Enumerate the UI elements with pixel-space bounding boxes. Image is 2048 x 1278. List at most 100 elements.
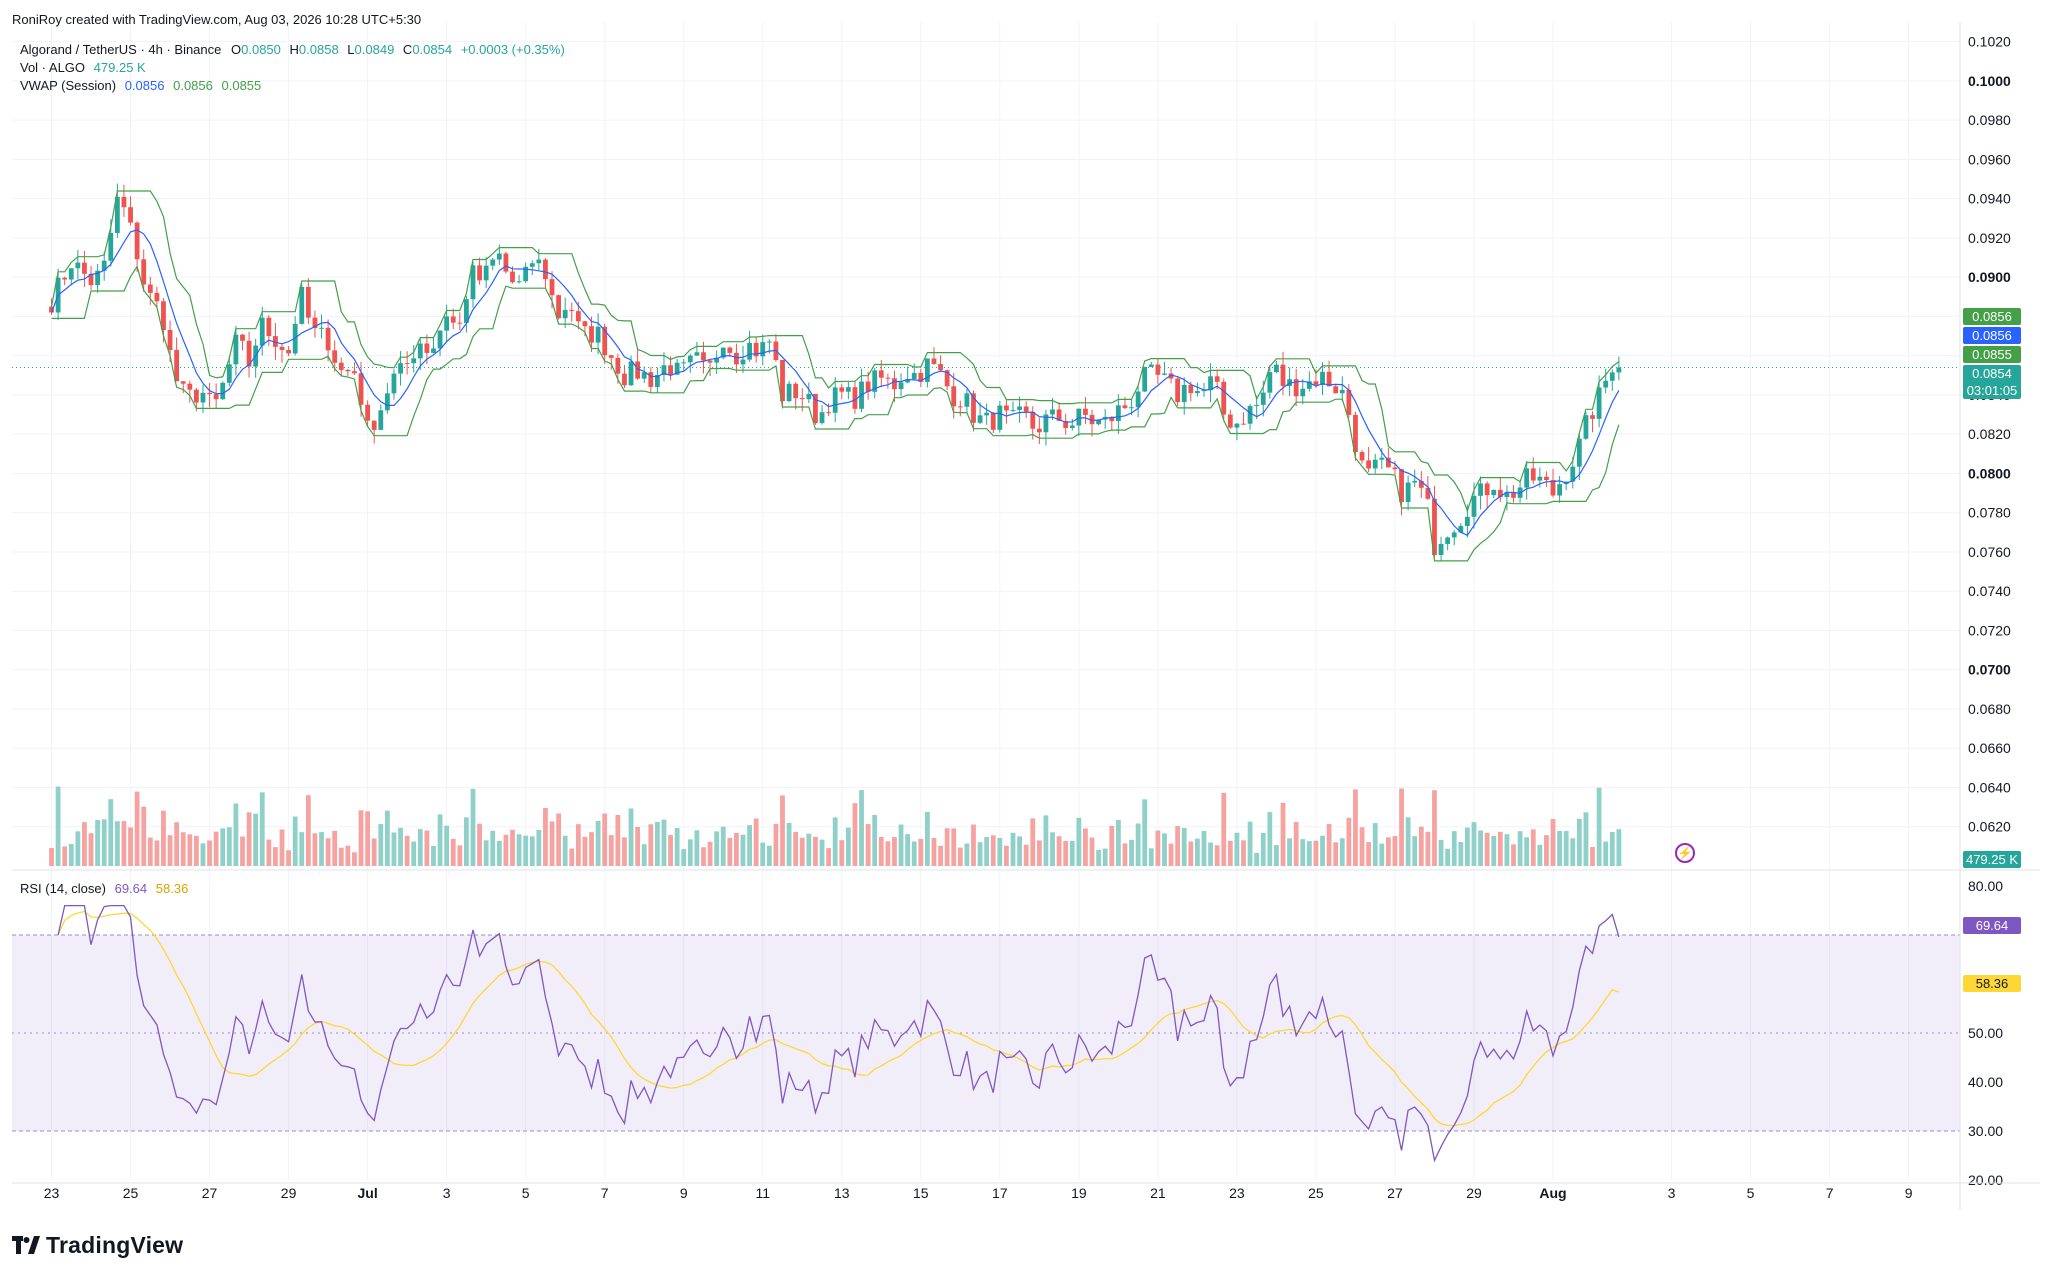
time-tick-label: 7 — [601, 1185, 609, 1201]
candle-body — [826, 412, 832, 414]
vwap-overlays — [12, 190, 1960, 562]
tradingview-logo[interactable]: TradingView — [12, 1230, 183, 1260]
candle-body — [1465, 516, 1470, 526]
volume-bar — [1517, 831, 1523, 866]
candle-body — [780, 359, 785, 402]
volume-bar — [1050, 832, 1055, 866]
candle-body — [1616, 367, 1622, 373]
volume-bar — [918, 838, 924, 866]
volume-bar — [1550, 819, 1556, 866]
volume-bar — [358, 810, 364, 866]
candle-body — [325, 327, 331, 351]
price-tick-label: 0.0680 — [1968, 701, 2011, 717]
volume-bar — [628, 808, 634, 866]
volume-bar — [1576, 818, 1582, 866]
volume-bar — [470, 788, 476, 866]
time-axis[interactable]: 23 25 27 29 Jul 3 5 7 9 11 13 15 17 19 21 23 25 27 29 Aug 3 5… — [44, 1185, 1913, 1201]
candle-body — [1089, 414, 1095, 425]
volume-bar — [1030, 818, 1036, 866]
vwap-upper-value: 0.0856 — [173, 78, 213, 93]
volume-bar — [1333, 842, 1339, 866]
volume-bar — [1221, 792, 1227, 866]
volume-bar — [878, 836, 884, 866]
candle-body — [1372, 459, 1378, 469]
volume-bar — [1247, 821, 1253, 866]
price-tick-label: 0.0800 — [1968, 465, 2011, 481]
candle-body — [799, 398, 805, 400]
candle-body — [49, 306, 54, 313]
bar-countdown: 03:01:05 — [1966, 383, 2018, 398]
rsi-tick-label: 20.00 — [1968, 1172, 2003, 1188]
candle-body — [200, 392, 206, 403]
price-tick-label: 0.0660 — [1968, 740, 2011, 756]
candle-body — [411, 358, 417, 364]
volume-bar — [957, 847, 963, 866]
volume-bar — [1260, 832, 1266, 866]
volume-bar — [1366, 842, 1372, 866]
volume-legend[interactable]: Vol · ALGO 479.25 K — [20, 60, 146, 75]
candle-body — [569, 309, 575, 312]
candle-body — [1267, 372, 1273, 393]
volume-bar — [951, 828, 957, 866]
candle-body — [1017, 406, 1022, 410]
volume-bar — [595, 820, 601, 866]
candle-body — [1333, 386, 1339, 394]
grid — [12, 22, 1960, 1180]
candle-body — [1339, 389, 1345, 394]
volume-bar — [793, 831, 799, 866]
lightning-icon[interactable]: ⚡ — [1675, 843, 1695, 863]
volume-bar — [503, 834, 509, 866]
volume-bar — [1432, 790, 1437, 866]
volume-bar — [431, 845, 436, 866]
rsi-title: RSI (14, close) — [20, 881, 106, 896]
candle-body — [1030, 411, 1036, 429]
volume-bar — [266, 839, 272, 866]
candle-body — [1148, 364, 1154, 367]
volume-bar — [424, 830, 430, 866]
volume-bar — [1359, 827, 1365, 866]
rsi-tick-label: 30.00 — [1968, 1123, 2003, 1139]
symbol-legend[interactable]: Algorand / TetherUS · 4h · Binance O0.08… — [20, 42, 565, 57]
vwap-legend[interactable]: VWAP (Session) 0.0856 0.0856 0.0855 — [20, 78, 261, 93]
time-tick-label: 7 — [1826, 1185, 1834, 1201]
candle-body — [1254, 404, 1260, 406]
candle-body — [286, 349, 291, 354]
candle-body — [1234, 423, 1240, 428]
volume-bar — [477, 823, 482, 866]
volume-bar — [1458, 841, 1464, 866]
volume-bar — [213, 831, 219, 866]
candle-body — [1115, 405, 1121, 422]
volume-bar — [180, 832, 186, 866]
time-tick-label: 21 — [1150, 1185, 1166, 1201]
time-tick-label: 29 — [281, 1185, 297, 1201]
volume-bar — [273, 847, 278, 866]
candle-body — [1293, 379, 1299, 397]
rsi-legend[interactable]: RSI (14, close) 69.64 58.36 — [20, 881, 188, 896]
candle-body — [905, 379, 911, 383]
candle-body — [608, 355, 614, 358]
volume-bar — [826, 848, 832, 866]
candle-body — [648, 372, 654, 387]
volume-bar — [365, 811, 371, 866]
candle-body — [924, 358, 930, 382]
volume-bar — [1497, 831, 1503, 866]
candle-body — [1550, 480, 1556, 496]
price-tick-label: 0.0920 — [1968, 230, 2011, 246]
candle-body — [1076, 408, 1082, 426]
volume-bar — [1353, 789, 1358, 866]
candle-body — [635, 361, 641, 379]
volume-bar — [108, 799, 114, 866]
volume-bar — [839, 840, 845, 866]
candle-body — [226, 364, 232, 383]
price-axis[interactable]: 0.1020 0.1000 0.0980 0.0960 0.0940 0.0920 0.09… — [1968, 34, 2011, 1188]
candle-body — [1063, 420, 1069, 429]
candle-body — [384, 393, 390, 411]
volume-bar — [687, 839, 693, 866]
volume-bar — [312, 833, 318, 866]
candle-body — [1175, 378, 1181, 403]
candle-body — [358, 373, 364, 405]
candle-body — [1221, 381, 1227, 415]
volume-bar — [859, 790, 864, 866]
volume-bar — [187, 834, 193, 866]
